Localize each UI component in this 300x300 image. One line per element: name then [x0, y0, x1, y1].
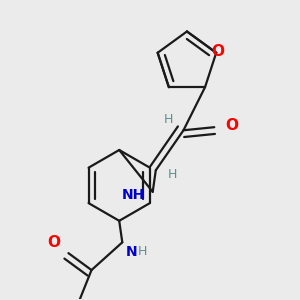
- Text: H: H: [168, 168, 178, 181]
- Text: H: H: [163, 112, 173, 126]
- Text: H: H: [138, 245, 147, 258]
- Text: O: O: [48, 235, 61, 250]
- Text: O: O: [225, 118, 238, 133]
- Text: O: O: [211, 44, 224, 59]
- Text: NH: NH: [122, 188, 145, 202]
- Text: N: N: [125, 245, 137, 260]
